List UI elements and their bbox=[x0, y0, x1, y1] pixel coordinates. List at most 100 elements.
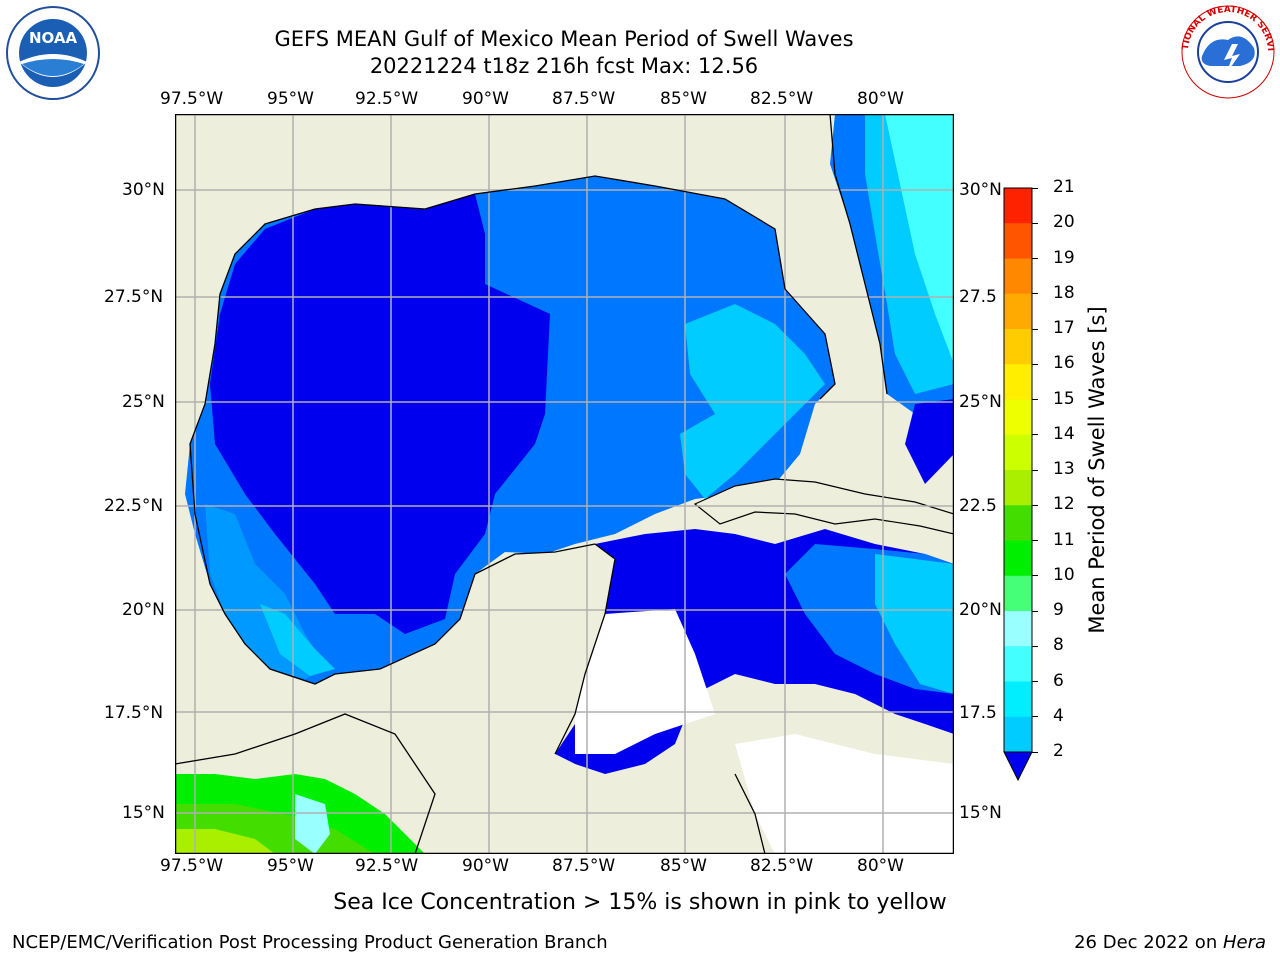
lat-label: 27.5 bbox=[959, 287, 997, 307]
colorbar-tick-mark bbox=[1032, 751, 1038, 753]
gridlines bbox=[175, 114, 954, 854]
colorbar-swatch bbox=[1004, 293, 1032, 330]
svg-text:NOAA: NOAA bbox=[29, 29, 78, 47]
colorbar-tick-mark bbox=[1032, 540, 1038, 541]
colorbar-tick-label: 13 bbox=[1053, 459, 1075, 479]
colorbar-tick-mark bbox=[1032, 716, 1038, 718]
colorbar-tick-label: 21 bbox=[1053, 177, 1075, 197]
lon-label: 92.5°W bbox=[355, 856, 419, 876]
colorbar-swatch bbox=[1004, 434, 1032, 471]
colorbar-tick-mark bbox=[1032, 258, 1038, 259]
colorbar-swatch bbox=[1004, 575, 1032, 612]
colorbar-swatch bbox=[1004, 258, 1032, 295]
lon-label: 90°W bbox=[462, 856, 509, 876]
colorbar-tick-label: 6 bbox=[1053, 670, 1064, 691]
colorbar-swatch bbox=[1004, 505, 1032, 541]
lat-label: 30°N bbox=[122, 180, 165, 200]
colorbar-tick-label: 20 bbox=[1053, 212, 1075, 233]
colorbar-swatch bbox=[1004, 223, 1032, 259]
colorbar-tick-label: 11 bbox=[1053, 529, 1075, 550]
colorbar-swatch bbox=[1004, 716, 1032, 753]
lon-label: 82.5°W bbox=[750, 856, 814, 876]
colorbar-tick-mark bbox=[1032, 328, 1038, 330]
lon-label: 95°W bbox=[267, 856, 314, 876]
lat-label: 17.5 bbox=[959, 703, 997, 723]
colorbar-swatch bbox=[1004, 470, 1032, 506]
colorbar-tick-label: 10 bbox=[1053, 564, 1075, 585]
lon-label: 90°W bbox=[462, 89, 509, 109]
caribbean-swell-field bbox=[875, 554, 954, 694]
swell-period-map bbox=[175, 114, 954, 854]
footer-left: NCEP/EMC/Verification Post Processing Pr… bbox=[12, 932, 608, 953]
lon-label: 87.5°W bbox=[552, 89, 616, 109]
colorbar-swatch bbox=[1004, 399, 1032, 436]
lat-label: 20°N bbox=[122, 600, 165, 620]
colorbar-tick-mark bbox=[1032, 504, 1038, 506]
colorbar-tick-mark bbox=[1032, 575, 1038, 577]
lat-label: 15°N bbox=[959, 803, 1002, 823]
colorbar-tick-label: 16 bbox=[1053, 353, 1075, 374]
colorbar-tick-label: 19 bbox=[1053, 247, 1075, 268]
colorbar-extend bbox=[1003, 751, 1033, 782]
lat-label: 17.5°N bbox=[104, 703, 164, 723]
colorbar-title-text: Mean Period of Swell Waves [s] bbox=[1085, 306, 1109, 634]
atlantic-swell-field bbox=[885, 114, 954, 364]
chart-subtitle: 20221224 t18z 216h fcst Max: 12.56 bbox=[369, 54, 759, 78]
footer-machine: Hera bbox=[1222, 932, 1266, 953]
colorbar-tick-mark bbox=[1032, 363, 1038, 365]
lat-label: 30°N bbox=[959, 180, 1002, 200]
colorbar-tick-label: 17 bbox=[1053, 318, 1075, 338]
colorbar-tick-label: 14 bbox=[1053, 423, 1075, 444]
pacific-swell-field bbox=[295, 794, 330, 854]
lat-label: 27.5°N bbox=[104, 287, 164, 307]
pacific-swell-field bbox=[175, 829, 275, 854]
colorbar-tick-mark bbox=[1032, 610, 1038, 612]
colorbar-tick-mark bbox=[1032, 187, 1038, 189]
colorbar-tick-mark bbox=[1032, 222, 1038, 224]
lon-label: 82.5°W bbox=[750, 89, 814, 109]
gulf-swell-field bbox=[210, 194, 550, 634]
atlantic-swell-field bbox=[905, 399, 954, 484]
colorbar-tick-mark bbox=[1032, 469, 1038, 471]
colorbar-tick-mark bbox=[1032, 293, 1038, 295]
colorbar-swatch bbox=[1004, 188, 1032, 224]
lon-label: 95°W bbox=[267, 89, 314, 109]
colorbar bbox=[1000, 186, 1050, 786]
colorbar-tick-label: 12 bbox=[1053, 494, 1075, 515]
lat-label: 22.5°N bbox=[104, 496, 164, 516]
map-panel bbox=[175, 114, 954, 854]
lon-label: 80°W bbox=[857, 89, 904, 109]
lon-label: 85°W bbox=[660, 856, 707, 876]
colorbar-tick-label: 4 bbox=[1053, 705, 1064, 726]
chart-title: GEFS MEAN Gulf of Mexico Mean Period of … bbox=[274, 27, 854, 51]
colorbar-tick-label: 15 bbox=[1053, 388, 1075, 409]
colorbar-tick-label: 18 bbox=[1053, 282, 1075, 303]
lon-label: 85°W bbox=[660, 89, 707, 109]
colorbar-swatch bbox=[1004, 611, 1032, 647]
lon-label: 92.5°W bbox=[355, 89, 419, 109]
sea-ice-note: Sea Ice Concentration > 15% is shown in … bbox=[333, 890, 947, 915]
map-frame bbox=[175, 114, 954, 854]
lat-label: 25°N bbox=[122, 392, 165, 412]
lon-label: 80°W bbox=[857, 856, 904, 876]
gulf-swell-field bbox=[260, 604, 335, 676]
lat-label: 20°N bbox=[959, 600, 1002, 620]
lon-label: 87.5°W bbox=[552, 856, 616, 876]
lat-label: 22.5 bbox=[959, 496, 997, 516]
colorbar-swatches bbox=[1003, 187, 1033, 782]
colorbar-tick-label: 8 bbox=[1053, 635, 1064, 656]
noaa-logo: NOAA bbox=[6, 6, 100, 100]
colorbar-swatch bbox=[1004, 364, 1032, 400]
caribbean-nodata bbox=[735, 734, 954, 854]
caribbean-nodata bbox=[575, 609, 715, 754]
footer-right: 26 Dec 2022 on Hera bbox=[1074, 932, 1266, 953]
colorbar-tick-mark bbox=[1032, 399, 1038, 400]
lon-label: 97.5°W bbox=[160, 856, 224, 876]
coastlines bbox=[175, 114, 888, 854]
colorbar-tick-mark bbox=[1032, 681, 1038, 682]
colorbar-swatch bbox=[1004, 681, 1032, 718]
lat-label: 15°N bbox=[122, 803, 165, 823]
colorbar-tick-mark bbox=[1032, 645, 1038, 647]
colorbar-swatch bbox=[1004, 329, 1032, 365]
lat-label: 25°N bbox=[959, 392, 1002, 412]
